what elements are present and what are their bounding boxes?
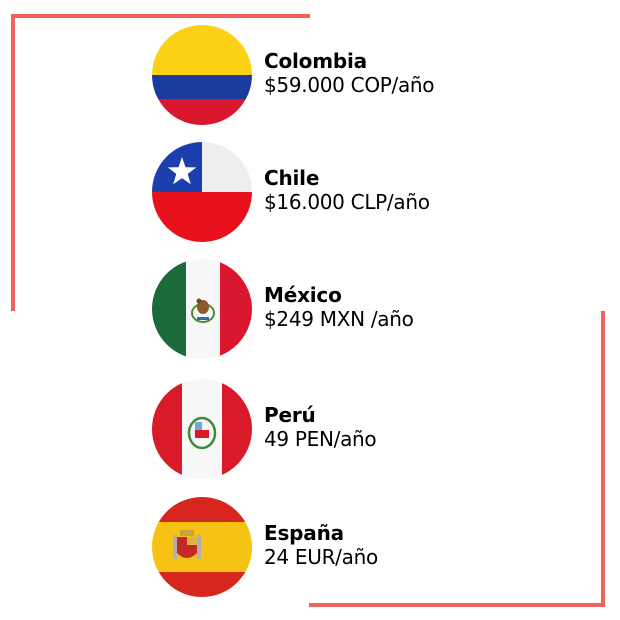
country-name: México: [264, 283, 342, 307]
country-name: Colombia: [264, 49, 367, 73]
colombia-flag-icon: [152, 25, 252, 125]
country-item-colombia: Colombia $59.000 COP/año: [152, 25, 572, 125]
country-name: Chile: [264, 166, 320, 190]
country-name: España: [264, 521, 344, 545]
spain-flag-icon: [152, 497, 252, 597]
country-item-peru: Perú 49 PEN/año: [152, 379, 572, 479]
frame-bottom-line: [309, 603, 605, 607]
chile-flag-icon: [152, 142, 252, 242]
frame-right-line: [601, 311, 605, 607]
country-item-chile: Chile $16.000 CLP/año: [152, 142, 572, 242]
frame-left-line: [11, 14, 15, 311]
country-item-mexico: México $249 MXN /año: [152, 259, 572, 359]
peru-flag-icon: [152, 379, 252, 479]
country-item-spain: España 24 EUR/año: [152, 497, 572, 597]
country-name: Perú: [264, 403, 316, 427]
mexico-flag-icon: [152, 259, 252, 359]
country-price: $16.000 CLP/año: [264, 190, 430, 214]
country-price: 49 PEN/año: [264, 427, 377, 451]
frame-top-line: [11, 14, 310, 18]
country-price: $249 MXN /año: [264, 307, 414, 331]
country-price: 24 EUR/año: [264, 545, 378, 569]
country-price: $59.000 COP/año: [264, 73, 435, 97]
